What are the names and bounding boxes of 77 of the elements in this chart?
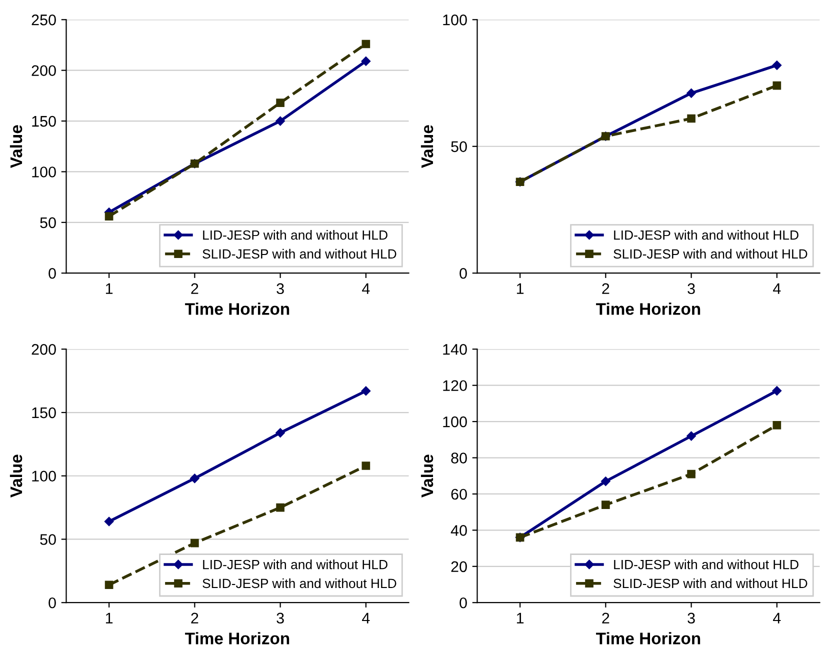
point [686, 88, 696, 98]
point [687, 470, 696, 478]
point [190, 474, 200, 484]
y-tick-label: 200 [32, 344, 56, 355]
x-tick-label: 3 [276, 612, 284, 624]
y-tick-label: 150 [32, 116, 56, 127]
point [772, 421, 782, 430]
legend-label: SLID-JESP with and without HLD [202, 578, 396, 588]
point [772, 81, 782, 90]
y-tick-label: 40 [450, 525, 467, 536]
y-tick-label: 20 [451, 561, 467, 572]
y-tick-label: 100 [32, 470, 56, 482]
legend-label: SLID-JESP with and without HLD [202, 248, 396, 259]
point [687, 114, 696, 123]
y-tick-label: 140 [443, 344, 467, 355]
x-tick-label: 3 [276, 283, 284, 294]
y-tick-label: 100 [443, 14, 467, 26]
y-tick-label: 100 [32, 166, 56, 178]
x-tick-label: 2 [191, 283, 198, 294]
y-tick-label: 0 [460, 268, 467, 279]
x-tick-label: 1 [106, 283, 113, 294]
point [361, 56, 371, 66]
y-tick-label: 150 [32, 407, 56, 418]
legend-label: LID-JESP with and without HLD [203, 230, 388, 240]
y-tick-label: 100 [443, 416, 467, 428]
y-tick-label: 120 [443, 380, 467, 392]
y-tick-label: 0 [48, 268, 56, 279]
point [276, 98, 284, 107]
x-axis-title: Time Horizon [596, 632, 700, 644]
point [601, 500, 610, 510]
x-axis-title: Time Horizon [185, 632, 290, 644]
y-tick-label: 0 [460, 597, 467, 608]
x-tick-label: 4 [773, 612, 781, 624]
legend-label: SLID-JESP with and without HLD [614, 248, 808, 259]
x-tick-label: 4 [773, 283, 781, 294]
x-axis-title: Time Horizon [185, 302, 290, 315]
point [104, 516, 114, 526]
y-tick-label: 0 [48, 597, 56, 608]
x-tick-label: 2 [602, 283, 610, 294]
point [276, 503, 284, 512]
point [362, 40, 370, 48]
y-tick-label: 50 [40, 534, 56, 545]
x-tick-label: 1 [516, 283, 524, 294]
point [276, 116, 285, 126]
y-axis-title: Value [10, 454, 22, 498]
x-tick-label: 2 [602, 612, 610, 624]
point [362, 462, 370, 470]
point [276, 428, 285, 438]
x-tick-label: 1 [106, 612, 113, 624]
x-tick-label: 3 [688, 283, 695, 294]
x-axis-title: Time Horizon [596, 302, 700, 315]
y-tick-label: 60 [451, 488, 467, 500]
x-tick-label: 2 [191, 612, 198, 624]
point [686, 431, 696, 441]
y-tick-label: 250 [32, 14, 56, 26]
y-tick-label: 80 [451, 452, 467, 464]
x-tick-label: 4 [362, 283, 370, 294]
x-tick-label: 3 [688, 612, 695, 624]
legend-label: LID-JESP with and without HLD [203, 560, 388, 570]
point [104, 580, 114, 590]
point [104, 212, 114, 220]
x-tick-label: 1 [516, 612, 524, 624]
point [601, 476, 610, 486]
point [772, 60, 782, 70]
legend-label: LID-JESP with and without HLD [614, 560, 798, 570]
legend-label: LID-JESP with and without HLD [614, 230, 798, 240]
y-tick-label: 50 [40, 217, 56, 228]
point [772, 386, 782, 396]
point [190, 538, 199, 548]
y-axis-title: Value [420, 454, 434, 498]
y-tick-label: 50 [451, 141, 467, 152]
point [361, 386, 371, 396]
legend-label: SLID-JESP with and without HLD [614, 578, 808, 588]
y-tick-label: 200 [32, 65, 56, 76]
y-axis-title: Value [10, 125, 22, 168]
y-axis-title: Value [420, 125, 434, 168]
x-tick-label: 4 [362, 612, 370, 624]
